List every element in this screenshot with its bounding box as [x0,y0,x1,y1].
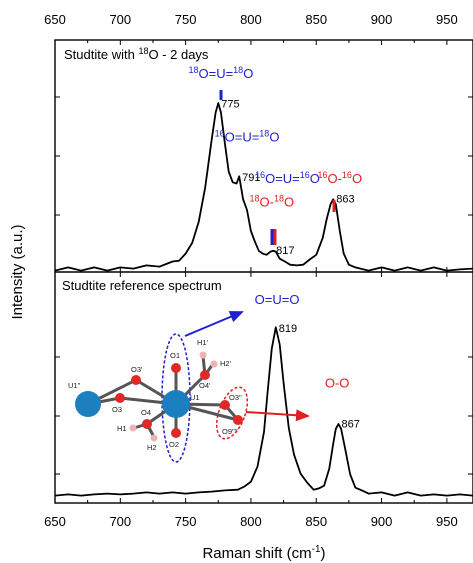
uranium-atom-u1pp [75,391,101,417]
red-arrow [245,409,310,422]
bottom-tick-label: 900 [371,514,393,529]
oxygen-atom-o4 [142,419,152,429]
y-axis-label: Intensity (a.u.) [9,224,26,319]
oxygen-atom-o3 [115,393,125,403]
top-tick-label: 950 [436,12,458,27]
blue-dashed-ellipse [161,333,191,463]
hydrogen-atom-h1 [129,424,137,432]
atom-label: O4' [199,381,211,390]
isotope-annotation: O=U=O [255,292,300,307]
atom-label: U1 [190,393,200,402]
peak-label: 817 [276,245,294,257]
atom-label: O3'' [229,393,242,402]
peak-label: 775 [221,99,239,111]
atom-label: O9'''' [222,427,238,436]
oxygen-atom-o4p [200,370,210,380]
bottom-spectrum-line [54,326,473,497]
oxygen-atom-o9 [233,415,243,425]
top-tick-label: 650 [44,12,66,27]
atom-label: H2' [220,359,232,368]
oxygen-atom-o1 [171,363,181,373]
isotope-annotation: 16O-16O [317,170,362,186]
molecule-inset: U1'' O3' O3 O1 H1' O4' H2' U1 O3'' O9'''… [68,333,249,463]
oxygen-atom-o3pp [220,400,230,410]
bottom-tick-label: 950 [436,514,458,529]
atom-label: O4 [141,408,151,417]
bottom-tick-label: 800 [240,514,262,529]
isotope-annotation: 16O=U=16O [255,170,320,186]
top-tick-label: 850 [305,12,327,27]
red-dashed-ellipse [215,386,249,440]
atom-label: O1 [170,351,180,360]
atom-label: U1'' [68,381,81,390]
hydrogen-atom-h2p [210,360,218,368]
hydrogen-atom-h2 [150,434,158,442]
isotope-annotation: 18O-18O [250,194,295,210]
isotope-annotation: 16O=U=18O [215,128,280,144]
top-tick-label: 750 [175,12,197,27]
blue-arrow [184,311,244,337]
peak-label: 819 [279,323,297,335]
bottom-panel-title: Studtite reference spectrum [62,278,222,293]
peak-label: 863 [336,194,354,206]
top-spectrum-line [54,102,473,272]
peak-label: 791 [242,172,260,184]
top-panel-title: Studtite with 18O - 2 days [64,46,209,62]
atom-label: H2 [147,443,157,452]
isotope-annotation: 18O=U=18O [188,65,253,81]
bottom-tick-labels: 650 700 750 800 850 900 950 [44,514,458,529]
peak-label: 867 [341,418,359,430]
hydrogen-atom-h1p [199,351,207,359]
peak-annotations: 18O=U=18O 16O=U=18O 16O=U=16O 18O-18O 16O-16… [188,65,362,391]
uranium-atom-u1 [162,390,190,418]
bottom-tick-label: 700 [109,514,131,529]
oxygen-atom-o2 [171,428,181,438]
top-tick-labels: 650 700 750 800 850 900 950 [44,12,458,27]
top-tick-label: 900 [371,12,393,27]
top-tick-label: 800 [240,12,262,27]
atom-label: O3' [131,365,143,374]
top-tick-label: 700 [109,12,131,27]
oxygen-atom-o3p [131,375,141,385]
bottom-tick-label: 850 [305,514,327,529]
atom-label: O2 [169,440,179,449]
peak-labels: 775 791 817 863 819 867 [221,99,360,431]
x-axis-label: Raman shift (cm-1) [202,544,325,562]
bottom-tick-label: 650 [44,514,66,529]
isotope-annotation: O-O [325,376,350,391]
bottom-tick-label: 750 [175,514,197,529]
atom-label: O3 [112,405,122,414]
tick-marks [54,40,473,503]
atom-label: H1 [117,424,127,433]
atom-label: H1' [197,338,209,347]
